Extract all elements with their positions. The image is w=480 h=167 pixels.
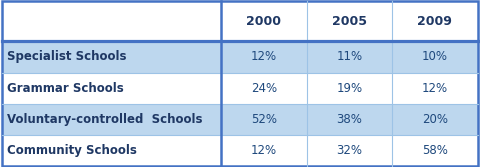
Bar: [307, 104, 392, 135]
Bar: [221, 135, 307, 166]
Text: 12%: 12%: [251, 50, 277, 63]
Bar: [221, 1, 307, 41]
Text: 52%: 52%: [251, 113, 277, 126]
Text: Grammar Schools: Grammar Schools: [7, 82, 124, 95]
Bar: [2, 104, 221, 135]
Text: 20%: 20%: [422, 113, 448, 126]
Text: 2005: 2005: [332, 15, 367, 28]
Bar: [307, 135, 392, 166]
Text: 32%: 32%: [336, 144, 362, 157]
Bar: [392, 104, 478, 135]
Text: 2009: 2009: [418, 15, 452, 28]
Bar: [2, 135, 221, 166]
Text: 19%: 19%: [336, 82, 362, 95]
Bar: [221, 41, 307, 72]
Text: Voluntary-controlled  Schools: Voluntary-controlled Schools: [7, 113, 203, 126]
Text: 11%: 11%: [336, 50, 362, 63]
Bar: [307, 72, 392, 104]
Text: 12%: 12%: [251, 144, 277, 157]
Bar: [307, 1, 392, 41]
Bar: [2, 41, 221, 72]
Bar: [221, 72, 307, 104]
Text: 10%: 10%: [422, 50, 448, 63]
Bar: [392, 72, 478, 104]
Text: 24%: 24%: [251, 82, 277, 95]
Text: Community Schools: Community Schools: [7, 144, 137, 157]
Bar: [307, 41, 392, 72]
Text: 58%: 58%: [422, 144, 448, 157]
Bar: [2, 1, 221, 41]
Text: 38%: 38%: [336, 113, 362, 126]
Bar: [392, 135, 478, 166]
Bar: [392, 41, 478, 72]
Text: 12%: 12%: [422, 82, 448, 95]
Bar: [2, 72, 221, 104]
Text: 2000: 2000: [246, 15, 281, 28]
Bar: [221, 104, 307, 135]
Bar: [392, 1, 478, 41]
Text: Specialist Schools: Specialist Schools: [7, 50, 127, 63]
